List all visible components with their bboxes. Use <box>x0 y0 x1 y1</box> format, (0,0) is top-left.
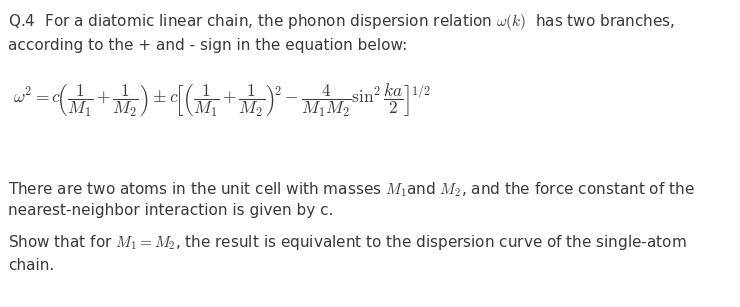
Text: nearest-neighbor interaction is given by c.: nearest-neighbor interaction is given by… <box>8 203 334 218</box>
Text: Show that for $M_1 = M_2$, the result is equivalent to the dispersion curve of t: Show that for $M_1 = M_2$, the result is… <box>8 233 687 252</box>
Text: Q.4  For a diatomic linear chain, the phonon dispersion relation $\omega(k)$  ha: Q.4 For a diatomic linear chain, the pho… <box>8 12 676 32</box>
Text: according to the + and - sign in the equation below:: according to the + and - sign in the equ… <box>8 38 407 53</box>
Text: chain.: chain. <box>8 258 54 273</box>
Text: $\omega^2 = c\!\left(\dfrac{1}{M_1} + \dfrac{1}{M_2}\right) \pm c\!\left[\left(\: $\omega^2 = c\!\left(\dfrac{1}{M_1} + \d… <box>13 81 431 119</box>
Text: There are two atoms in the unit cell with masses $M_1$and $M_2$, and the force c: There are two atoms in the unit cell wit… <box>8 180 695 199</box>
